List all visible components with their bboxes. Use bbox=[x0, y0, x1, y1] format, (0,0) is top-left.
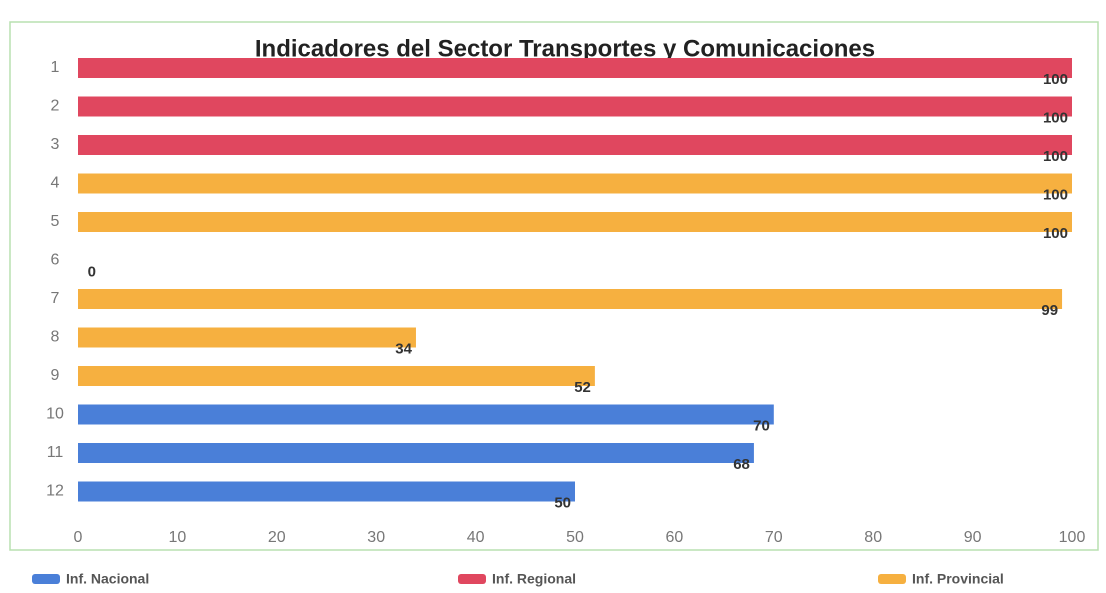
y-tick-label: 2 bbox=[51, 98, 60, 115]
x-tick-label: 20 bbox=[268, 529, 286, 546]
y-tick-label: 12 bbox=[46, 483, 64, 500]
legend-label: Inf. Regional bbox=[492, 571, 576, 587]
bar bbox=[78, 212, 1072, 232]
y-tick-label: 3 bbox=[51, 136, 60, 153]
data-label: 0 bbox=[88, 263, 96, 280]
data-label: 34 bbox=[395, 340, 412, 357]
y-tick-label: 7 bbox=[51, 290, 60, 307]
data-label: 100 bbox=[1043, 71, 1068, 88]
x-tick-label: 50 bbox=[566, 529, 584, 546]
bar bbox=[78, 289, 1063, 309]
x-tick-label: 80 bbox=[864, 529, 882, 546]
x-tick-label: 40 bbox=[467, 529, 485, 546]
data-label: 99 bbox=[1041, 302, 1058, 319]
bar bbox=[78, 443, 754, 463]
y-tick-label: 9 bbox=[51, 367, 60, 384]
data-label: 68 bbox=[733, 456, 750, 473]
legend-swatch bbox=[878, 574, 906, 584]
y-tick-label: 5 bbox=[51, 213, 60, 230]
chart-title: Indicadores del Sector Transportes y Com… bbox=[255, 35, 875, 62]
bar bbox=[78, 327, 416, 348]
bar bbox=[78, 58, 1072, 78]
data-label: 100 bbox=[1043, 148, 1068, 165]
bar bbox=[78, 173, 1072, 194]
data-label: 50 bbox=[554, 494, 571, 511]
y-tick-label: 1 bbox=[51, 59, 60, 76]
x-tick-label: 10 bbox=[169, 529, 187, 546]
x-tick-label: 70 bbox=[765, 529, 783, 546]
bar bbox=[78, 135, 1072, 155]
bar bbox=[78, 366, 595, 386]
x-tick-label: 90 bbox=[964, 529, 982, 546]
bar bbox=[78, 96, 1072, 117]
x-tick-label: 100 bbox=[1059, 529, 1086, 546]
y-tick-label: 4 bbox=[51, 175, 60, 192]
y-tick-label: 11 bbox=[47, 444, 64, 461]
data-label: 70 bbox=[753, 417, 770, 434]
legend-label: Inf. Nacional bbox=[66, 571, 149, 587]
legend-swatch bbox=[458, 574, 486, 584]
y-tick-label: 8 bbox=[51, 329, 60, 346]
legend-swatch bbox=[32, 574, 60, 584]
bar bbox=[78, 481, 575, 502]
data-label: 100 bbox=[1043, 109, 1068, 126]
data-label: 52 bbox=[574, 379, 591, 396]
x-tick-label: 0 bbox=[74, 529, 83, 546]
x-tick-label: 60 bbox=[666, 529, 684, 546]
data-label: 100 bbox=[1043, 225, 1068, 242]
y-tick-label: 10 bbox=[46, 406, 64, 423]
chart-border bbox=[9, 21, 1099, 551]
legend-label: Inf. Provincial bbox=[912, 571, 1004, 587]
data-label: 100 bbox=[1043, 186, 1068, 203]
x-tick-label: 30 bbox=[367, 529, 385, 546]
y-tick-label: 6 bbox=[51, 252, 60, 269]
bar bbox=[78, 404, 774, 425]
